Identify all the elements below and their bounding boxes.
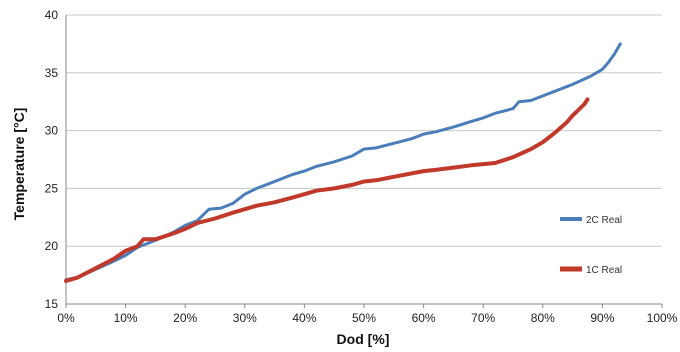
- x-tick-label: 0%: [57, 311, 75, 325]
- x-tick-label: 10%: [114, 311, 138, 325]
- series-line-2c-real: [64, 42, 622, 282]
- x-tick-label: 60%: [412, 311, 436, 325]
- x-tick-label: 100%: [647, 311, 678, 325]
- y-tick-label: 15: [45, 297, 59, 311]
- x-tick-labels: 0% 10% 20% 30% 40% 50% 60% 70% 80% 90% 100%: [57, 311, 677, 325]
- x-tick-label: 40%: [292, 311, 316, 325]
- y-tick-label: 35: [45, 66, 59, 80]
- x-tick-label: 20%: [173, 311, 197, 325]
- legend-label-1c-real: 1C Real: [586, 265, 622, 276]
- y-axis-title: Temperature [°C]: [11, 108, 27, 221]
- legend-item-2c-real: 2C Real: [560, 215, 622, 226]
- x-axis-title: Dod [%]: [337, 331, 390, 347]
- legend-item-1c-real: 1C Real: [560, 265, 622, 276]
- y-tick-labels: 15 20 25 30 35 40: [45, 8, 59, 311]
- x-tick-label: 80%: [531, 311, 555, 325]
- series-lines: [64, 42, 622, 283]
- series-line-1c-real: [64, 97, 590, 283]
- y-tick-label: 20: [45, 239, 59, 253]
- x-tick-label: 90%: [590, 311, 614, 325]
- y-tick-label: 40: [45, 8, 59, 22]
- x-tick-label: 70%: [471, 311, 495, 325]
- legend-label-2c-real: 2C Real: [586, 215, 622, 226]
- y-tick-label: 25: [45, 181, 59, 195]
- x-tick-label: 30%: [233, 311, 257, 325]
- x-tick-label: 50%: [352, 311, 376, 325]
- legend: 2C Real 1C Real: [560, 215, 622, 276]
- y-tick-label: 30: [45, 124, 59, 138]
- axes: [65, 15, 663, 308]
- gridlines: [66, 14, 662, 247]
